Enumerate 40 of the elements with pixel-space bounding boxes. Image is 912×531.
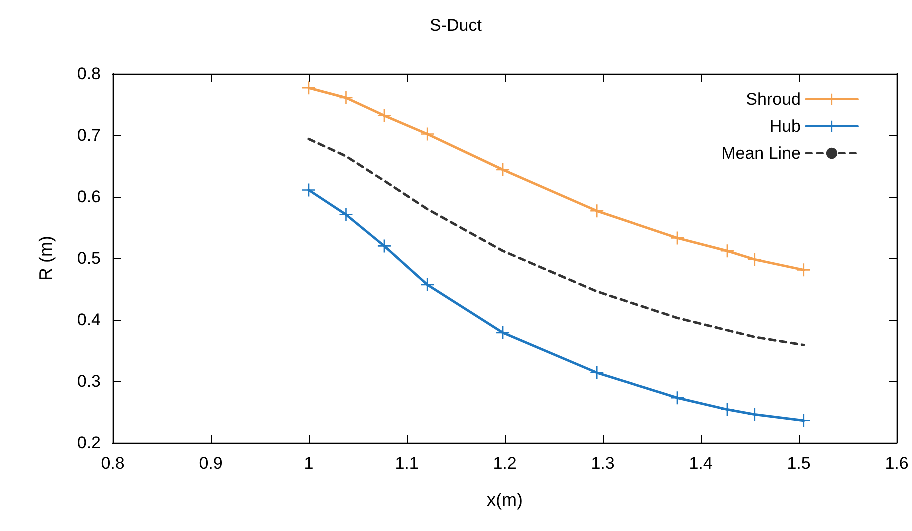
point [720, 403, 734, 416]
x-tick-label: 1.6 [885, 454, 909, 473]
point [720, 244, 734, 258]
legend-label: Hub [770, 117, 801, 136]
point [797, 264, 810, 277]
point [340, 208, 353, 222]
legend-label: Mean Line [722, 144, 801, 163]
point [302, 82, 316, 95]
line-series [308, 138, 806, 346]
point [378, 109, 391, 122]
chart-title: S-Duct [430, 16, 482, 35]
x-tick-label: 1.5 [787, 454, 811, 473]
y-tick-label: 0.4 [77, 310, 101, 330]
y-tick-label: 0.6 [77, 188, 101, 206]
point [340, 91, 353, 104]
y-tick-label: 0.2 [77, 434, 101, 452]
point [590, 204, 604, 218]
y-tick-label: 0.7 [77, 126, 101, 145]
point [797, 414, 810, 428]
point [302, 184, 316, 197]
point [421, 128, 434, 141]
x-tick-label: 1.2 [493, 454, 517, 473]
x-tick-label: 1.4 [689, 454, 713, 473]
x-tick-label: 0.9 [199, 454, 223, 473]
point [748, 408, 762, 422]
y-tick-label: 0.8 [77, 64, 101, 84]
point [590, 366, 604, 380]
point [378, 240, 391, 253]
y-tick-label: 0.5 [77, 249, 101, 268]
point [670, 392, 684, 405]
y-axis-title: R (m) [36, 236, 56, 281]
x-axis-title: x(m) [487, 490, 523, 510]
point [670, 232, 684, 245]
x-tick-label: 0.8 [101, 454, 125, 473]
point [748, 253, 762, 266]
legend-label: Shroud [746, 90, 801, 109]
x-tick-label: 1 [304, 454, 314, 473]
y-tick-label: 0.3 [77, 372, 101, 391]
x-tick-label: 1.3 [591, 454, 615, 473]
x-tick-label: 1.1 [395, 454, 419, 473]
